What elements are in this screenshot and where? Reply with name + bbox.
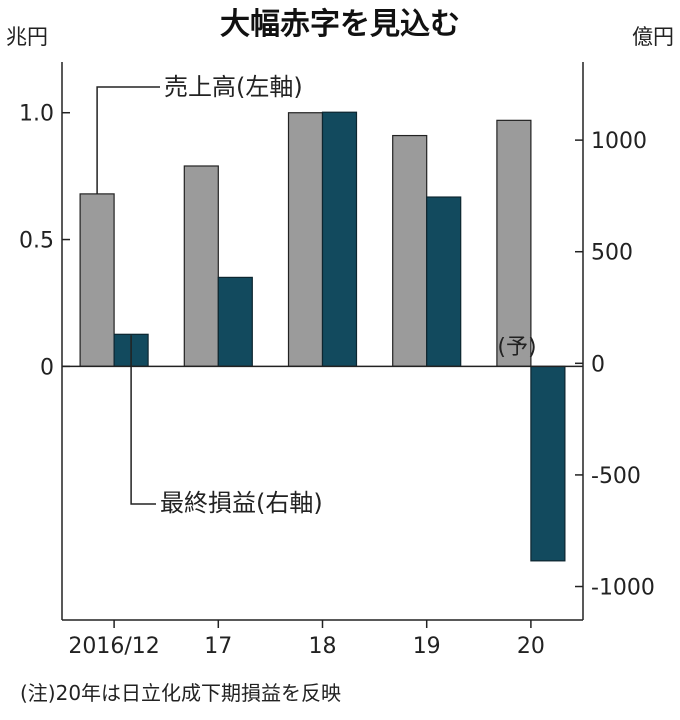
bar-profit-2 [321, 111, 358, 367]
bar-profit-1 [217, 276, 253, 367]
leader-sales [96, 86, 160, 194]
right-tick-label-0: -1000 [591, 576, 655, 601]
legend-label-profit: 最終損益(右軸) [160, 489, 323, 517]
left-tick-label-2: 1.0 [19, 102, 54, 127]
x-tick-label-2: 18 [309, 634, 337, 659]
right-tick-label-2: 0 [591, 352, 605, 377]
right-axis-unit: 億円 [632, 25, 674, 49]
forecast-label: (予) [497, 335, 536, 360]
bars-layer [79, 111, 566, 562]
left-axis-unit: 兆円 [6, 25, 48, 49]
right-tick-label-4: 1000 [591, 129, 647, 154]
leader-profit [130, 335, 156, 505]
bar-sales-3 [392, 134, 428, 367]
right-tick-label-3: 500 [591, 241, 633, 266]
x-tick-label-0: 2016/12 [68, 634, 159, 659]
ticks-layer: 2016/12 17 18 19 20 0 0.5 1.0 -1000 -500 0 500 1000 [19, 102, 655, 659]
bar-sales-0 [79, 193, 115, 367]
x-tick-label-4: 20 [517, 634, 545, 659]
bar-profit-4 [530, 365, 566, 562]
bar-sales-1 [183, 165, 219, 367]
right-tick-label-1: -500 [591, 464, 641, 489]
callout-leaders [96, 86, 160, 505]
footnote: (注)20年は日立化成下期損益を反映 [20, 681, 341, 705]
x-tick-label-1: 17 [204, 634, 232, 659]
legend-label-sales: 売上高(左軸) [164, 73, 303, 101]
bar-sales-2 [287, 112, 324, 367]
bar-profit-3 [426, 196, 462, 367]
bar-sales-4 [496, 119, 532, 367]
chart-title: 大幅赤字を見込む [220, 7, 460, 42]
left-tick-label-0: 0 [40, 355, 54, 380]
x-tick-label-3: 19 [413, 634, 441, 659]
left-tick-label-1: 0.5 [19, 229, 54, 254]
